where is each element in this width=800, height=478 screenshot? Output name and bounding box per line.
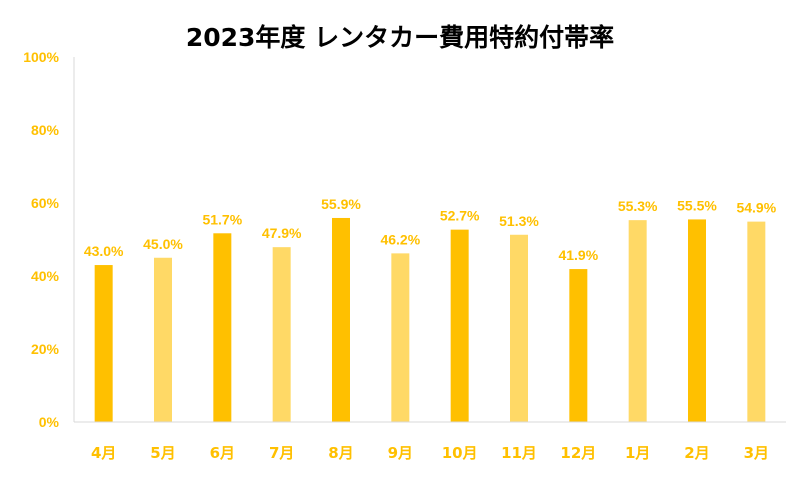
bar-7: [450, 229, 469, 422]
data-label: 51.7%: [202, 211, 242, 227]
chart-title: 2023年度 レンタカー費用特約付帯率: [186, 23, 614, 52]
bar-2: [154, 257, 172, 422]
data-label: 55.3%: [618, 198, 658, 214]
bar-8: [510, 234, 528, 422]
x-tick-label: 4月: [91, 444, 116, 462]
data-label: 52.7%: [440, 208, 480, 224]
y-tick-label: 20%: [31, 341, 60, 357]
x-tick-label: 1月: [625, 444, 650, 462]
bar-9: [569, 269, 588, 422]
bar-11: [688, 219, 706, 422]
bar-1: [94, 265, 113, 422]
x-tick-label: 5月: [150, 444, 175, 462]
bar-6: [391, 253, 410, 422]
data-label: 45.0%: [143, 236, 183, 252]
data-label: 41.9%: [558, 247, 598, 263]
x-axis: 4月 5月 6月 7月 8月 9月 10月 11月 12月 1月 2月 3月: [74, 421, 786, 462]
data-labels: 43.0% 45.0% 51.7% 47.9% 55.9% 46.2% 52.7% 51.3%…: [84, 196, 777, 263]
y-tick-label: 60%: [31, 195, 60, 211]
bar-10: [628, 220, 647, 422]
bar-3: [213, 233, 232, 422]
x-tick-label: 8月: [328, 444, 353, 462]
bar-12: [747, 221, 766, 422]
data-label: 55.9%: [321, 196, 361, 212]
x-tick-label: 2月: [684, 444, 709, 462]
data-label: 54.9%: [736, 200, 776, 216]
x-tick-label: 9月: [388, 444, 413, 462]
x-tick-label: 11月: [501, 444, 537, 462]
x-tick-label: 12月: [560, 444, 596, 462]
x-tick-label: 7月: [269, 444, 294, 462]
data-label: 55.5%: [677, 197, 717, 213]
y-axis: 0% 20% 40% 60% 80% 100%: [23, 49, 75, 430]
bars: [94, 217, 766, 422]
y-tick-label: 100%: [23, 49, 59, 65]
y-tick-label: 80%: [31, 122, 60, 138]
data-label: 43.0%: [84, 243, 124, 259]
y-tick-label: 40%: [31, 268, 60, 284]
bar-4: [272, 247, 291, 422]
data-label: 47.9%: [262, 225, 302, 241]
x-tick-label: 3月: [744, 444, 769, 462]
data-label: 46.2%: [380, 231, 420, 247]
data-label: 51.3%: [499, 213, 539, 229]
x-tick-label: 6月: [210, 444, 235, 462]
y-tick-label: 0%: [39, 414, 60, 430]
bar-5: [332, 217, 350, 422]
x-tick-label: 10月: [442, 444, 478, 462]
